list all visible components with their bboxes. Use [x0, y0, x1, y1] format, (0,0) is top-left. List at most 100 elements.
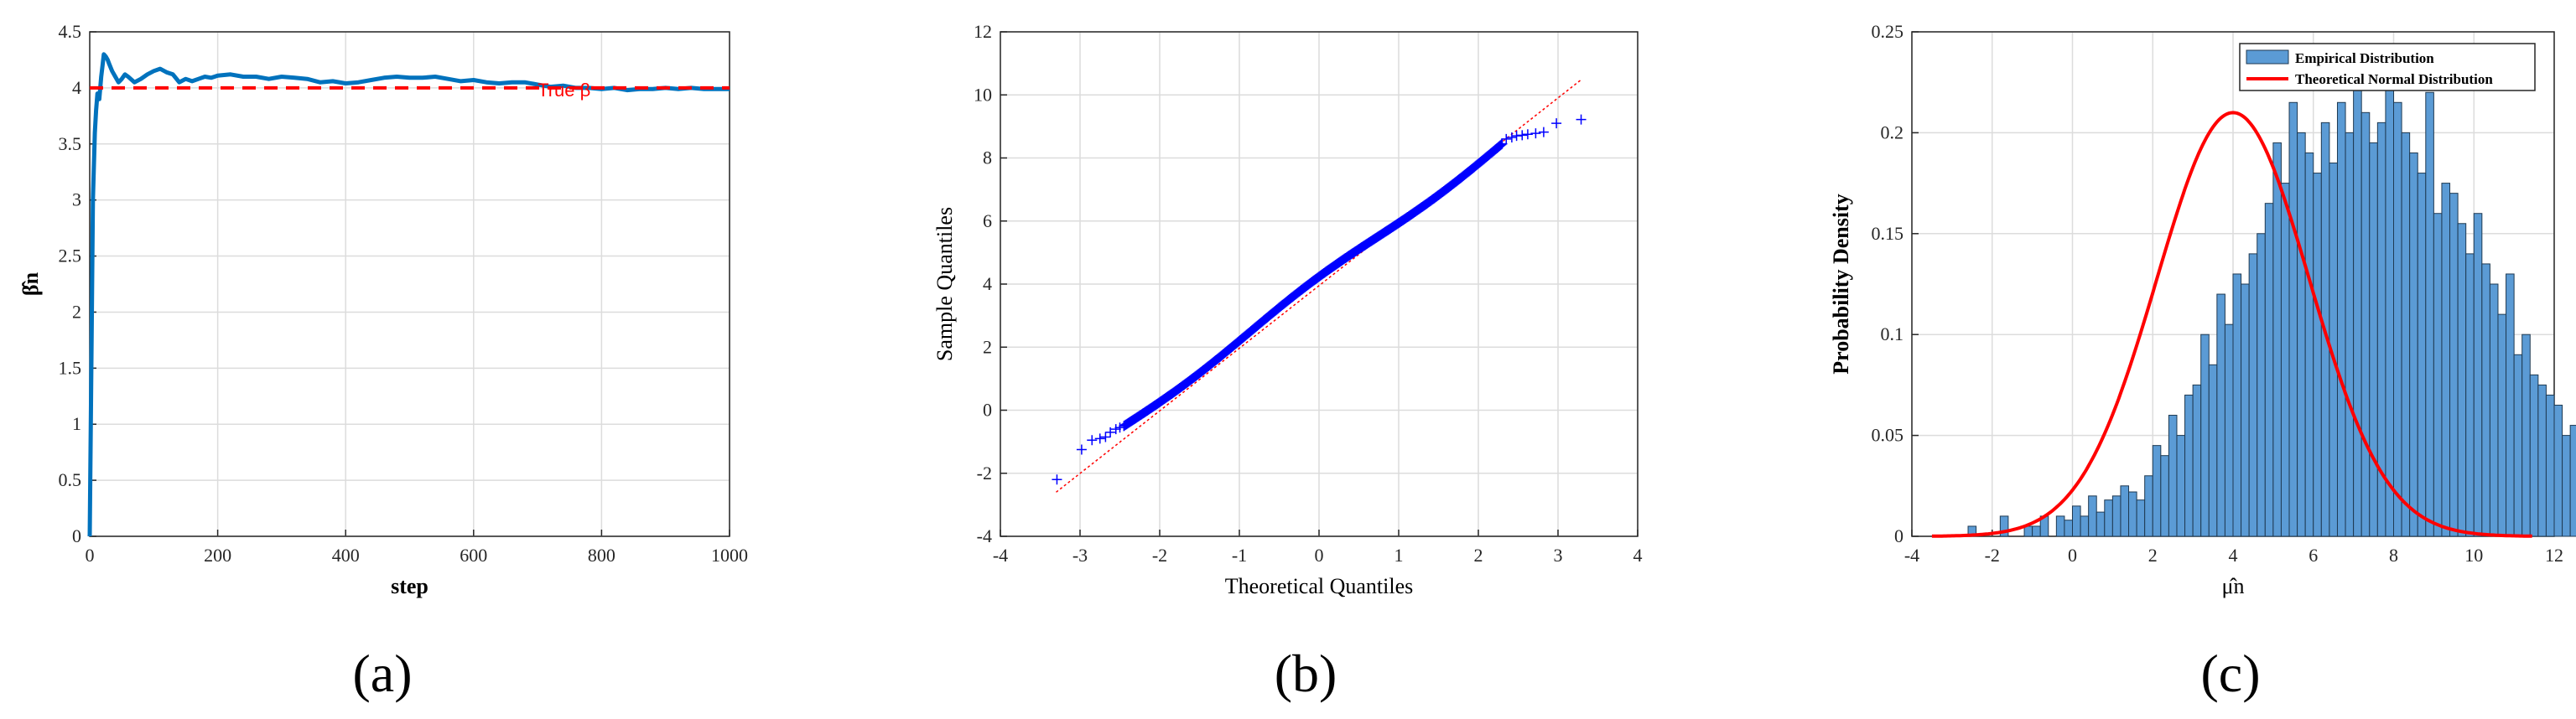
quantile-point: [1517, 130, 1528, 141]
x-tick-label: -2: [1152, 545, 1167, 566]
y-tick-label: 8: [983, 147, 992, 168]
histogram-bar: [2409, 152, 2418, 537]
histogram-bar: [2064, 520, 2074, 537]
histogram-bar: [2264, 203, 2274, 537]
x-tick-label: 0: [86, 545, 95, 566]
histogram-bar: [2120, 485, 2130, 537]
histogram-bar: [2449, 193, 2459, 537]
normal-curve: [1931, 111, 2532, 538]
quantile-point: [1511, 131, 1522, 142]
y-tick-label: 0.1: [1881, 323, 1904, 344]
quantile-point: [1114, 422, 1125, 433]
y-tick-label: 4: [983, 273, 992, 294]
quantile-point: [1087, 435, 1098, 446]
histogram-bar: [2497, 313, 2507, 537]
quantile-point: [1538, 127, 1549, 137]
histogram-bar: [2280, 183, 2290, 537]
quantile-point: [1105, 427, 1116, 437]
histogram-bar: [2513, 354, 2523, 537]
histogram-bar: [2473, 213, 2483, 537]
histogram-bar: [2401, 132, 2411, 537]
x-tick-label: 2: [2148, 545, 2158, 566]
histogram-bar: [2489, 283, 2499, 537]
reference-line: [1056, 78, 1582, 493]
x-tick-label: 3: [1554, 545, 1563, 566]
y-tick-label: 2: [72, 301, 81, 322]
histogram-bar: [2417, 173, 2427, 537]
histogram-bar: [2248, 253, 2258, 537]
y-tick-label: -2: [977, 463, 992, 484]
x-tick-label: 1000: [711, 545, 748, 566]
histogram-bar: [2569, 425, 2576, 537]
y-tick-label: 1.5: [59, 357, 82, 378]
histogram-bar: [2425, 91, 2434, 537]
histogram-bar: [2032, 525, 2041, 537]
y-tick-label: 2: [983, 336, 992, 357]
histogram-bar: [2200, 334, 2210, 537]
histogram-bar: [2096, 511, 2106, 537]
x-tick-label: 800: [588, 545, 615, 566]
histogram-bar: [2457, 223, 2467, 537]
y-tick-label: 4: [72, 77, 81, 98]
quantile-point: [1496, 139, 1507, 150]
histogram-bar: [2080, 515, 2090, 537]
legend-entry-empirical: Empirical Distribution: [2295, 50, 2434, 66]
x-tick-label: 0: [1315, 545, 1324, 566]
y-tick-label: 1: [72, 413, 81, 434]
x-tick-label: -1: [1232, 545, 1247, 566]
quantile-point: [1094, 433, 1105, 444]
histogram-bar: [2128, 491, 2137, 537]
histogram-bar: [2385, 71, 2395, 537]
histogram-bar: [2168, 415, 2178, 537]
histogram-bar: [2393, 101, 2402, 537]
histogram-bar: [2152, 445, 2162, 537]
legend: Empirical Distribution Theoretical Normal…: [2239, 43, 2536, 91]
y-axis-label: Probability Density: [1829, 194, 1853, 374]
x-tick-label: 400: [332, 545, 360, 566]
true-value-annotation: True β: [538, 80, 590, 101]
histogram-bar: [2208, 364, 2218, 537]
y-tick-label: 0.5: [59, 469, 82, 490]
y-tick-label: 0: [72, 525, 81, 546]
histogram-bar: [2272, 142, 2282, 537]
quantile-point: [1506, 132, 1517, 143]
x-axis-label: step: [391, 574, 428, 598]
quantile-point: [1501, 133, 1512, 144]
chart-panel-a: 0 200 400 600 800 1000 0 0.5 1 1.5 2 2.5 3 3.5 4 4.5 ste…: [18, 21, 748, 598]
histogram-bar: [2224, 323, 2234, 537]
histogram-bar: [2023, 525, 2033, 537]
x-tick-label: 4: [1633, 545, 1643, 566]
quantile-point: [1522, 129, 1533, 140]
histogram-bar: [2433, 213, 2443, 537]
histogram-bar: [2176, 435, 2186, 537]
x-tick-label: 1: [1394, 545, 1404, 566]
y-tick-label: 2.5: [59, 246, 82, 266]
x-tick-label: 600: [460, 545, 487, 566]
y-tick-label: 0.2: [1881, 122, 1904, 142]
histogram-bar: [2313, 173, 2322, 537]
histogram-bar: [2216, 293, 2225, 537]
x-tick-label: 0: [2068, 545, 2077, 566]
quantile-point: [1052, 474, 1062, 485]
histogram-bar: [2184, 394, 2194, 537]
x-tick-label: 4: [2229, 545, 2238, 566]
histogram-bar: [2088, 495, 2097, 537]
histogram-bar: [2072, 505, 2081, 537]
x-tick-label: 10: [2464, 545, 2483, 566]
histogram-bar: [2441, 183, 2451, 537]
x-axis-label: Theoretical Quantiles: [1225, 574, 1414, 598]
histogram-bar: [2537, 384, 2547, 537]
x-axis-label: μ̂n: [2222, 574, 2245, 598]
y-tick-label: 0: [983, 400, 992, 421]
panel-label-a: (a): [352, 644, 412, 703]
legend-swatch-bars: [2246, 49, 2289, 65]
histogram-bar: [2336, 101, 2346, 537]
legend-entry-normal: Theoretical Normal Distribution: [2295, 71, 2493, 87]
y-tick-label: 6: [983, 210, 992, 231]
quantile-point: [1551, 118, 1562, 129]
quantile-point: [1494, 141, 1505, 152]
histogram-bar: [2506, 273, 2515, 537]
histogram-bar: [2545, 394, 2555, 537]
